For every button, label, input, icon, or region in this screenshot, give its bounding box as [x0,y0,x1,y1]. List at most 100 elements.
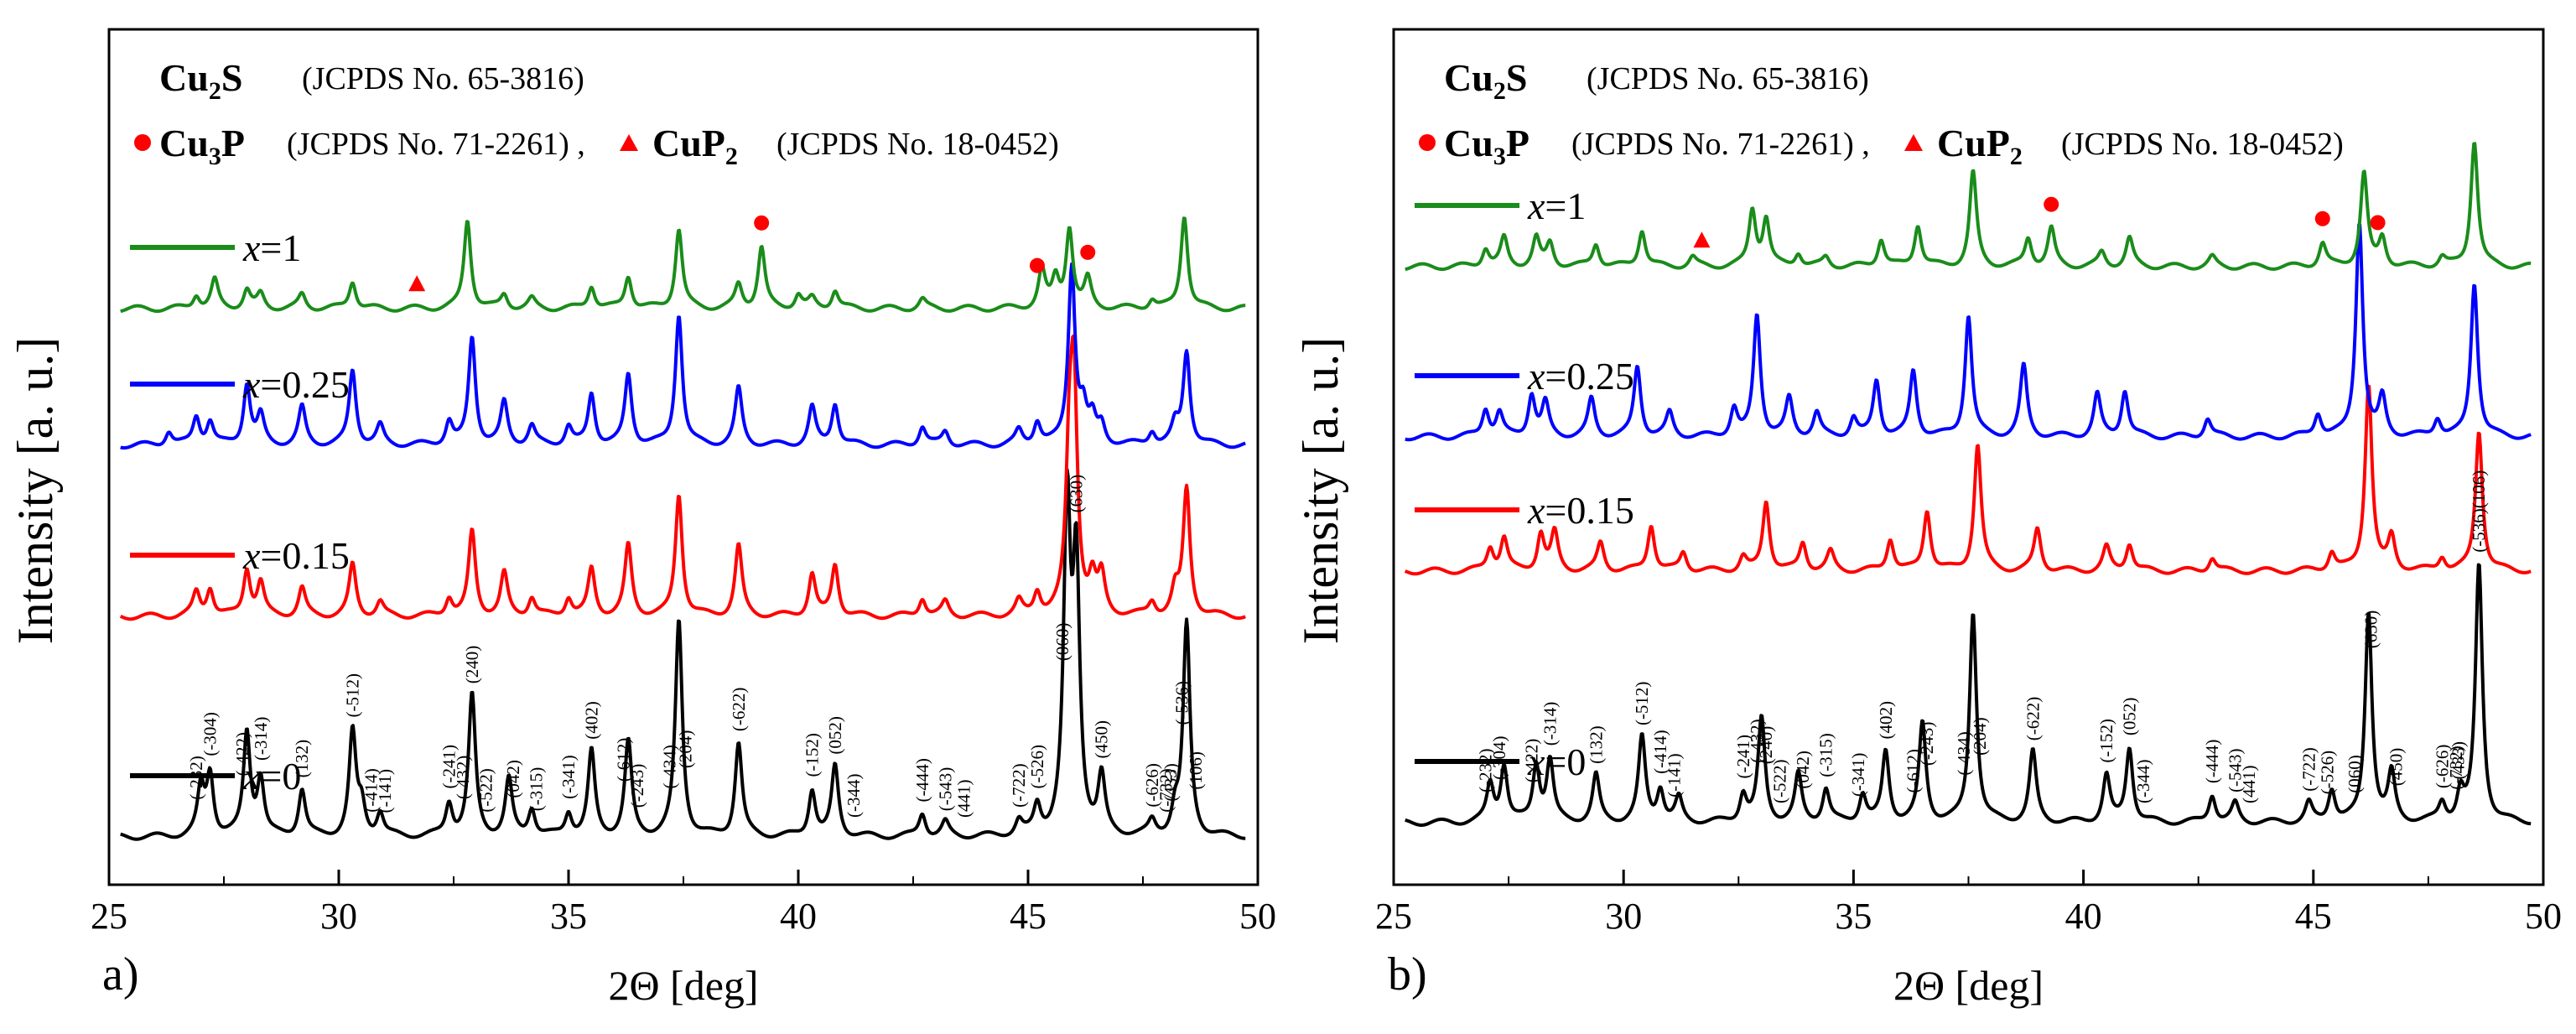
x-tick-label: 35 [550,896,587,937]
peak-label: (-522) [475,768,496,812]
peak-label: (-314) [1540,702,1560,746]
peak-label: (-722) [1009,763,1029,807]
peak-label: (-612) [1903,749,1924,792]
cu3p-peak-marker [2044,196,2059,212]
cu3p-title: Cu3P [159,122,245,170]
peak-label: (-612) [614,738,634,782]
cup2-peak-marker [408,275,426,292]
series-x-1-line [1404,142,2532,272]
peak-label: (-432) [453,756,473,799]
peak-label: (-432) [1747,719,1767,762]
peak-label: (060) [1052,623,1072,662]
peak-label: (-341) [1848,753,1868,797]
peak-label: (-444) [2202,740,2222,783]
peak-label: (-141) [375,769,395,813]
peak-label: (-626) [1142,763,1162,807]
cu3p-title: Cu3P [1444,122,1530,170]
series-x-1-line [119,216,1247,314]
y-axis-label: Intensity [a. u.] [1293,337,1348,645]
legend-label: x=1 [242,226,301,269]
peak-label: (106) [1186,751,1206,790]
peak-label: (-341) [558,755,579,798]
peak-label: (-344) [844,774,864,818]
x-tick-label: 50 [2525,896,2562,937]
cup2-ref: (JCPDS No. 18-0452) [2061,127,2344,162]
peak-label: (-141) [1665,753,1685,797]
peak-label: (-304) [1489,735,1509,779]
peak-label: (-232) [1476,748,1496,792]
cu3p-legend-marker [1419,134,1436,151]
peak-label: (-422) [1522,739,1542,782]
legend-label: x=0.15 [242,534,350,577]
cu3p-peak-marker [1029,257,1045,273]
cu3p-peak-marker [754,215,770,231]
peak-label: (-526) [2317,751,2337,794]
peak-label: (450) [1092,720,1112,759]
peak-label: (-414) [361,768,381,812]
peak-label: (-732) [2446,746,2466,789]
peak-label: (-444) [912,758,932,802]
cu3p-peak-marker [2314,210,2330,226]
cup2-title: CuP2 [1937,122,2023,170]
peak-label: (-243) [1917,722,1937,766]
peak-label: (-543) [935,767,955,811]
peak-label: (-622) [2023,697,2043,740]
series-x-0-25-line [119,262,1247,450]
series-x-0-15-line [119,334,1247,621]
series-x-0-15-line [1404,384,2532,576]
peak-label: (240) [462,646,482,684]
cu3p-peak-marker [2370,215,2386,231]
peak-label: (-152) [802,733,822,777]
peak-label: (042) [1793,751,1813,789]
peak-label: (042) [503,760,523,798]
peak-label: (-315) [1815,733,1836,777]
peak-label: (-243) [627,764,647,808]
x-tick-label: 30 [320,896,357,937]
peak-label: (-536) [1172,681,1192,725]
cup2-legend-marker [620,134,638,151]
cup2-legend-marker [1904,134,1923,151]
x-tick-label: 25 [1375,896,1412,937]
panel-label: b) [1388,948,1427,1000]
peak-label: (-626) [2432,745,2452,788]
peak-label: (052) [2119,698,2139,736]
peak-label: (-414) [1650,730,1670,773]
legend-label: x=1 [1527,184,1586,227]
peak-label: (441) [953,780,974,818]
peak-label: (-622) [729,688,749,731]
cup2-peak-marker [1693,231,1711,248]
legend-label: x=0.25 [1527,355,1634,397]
series-x-0-line [119,468,1247,841]
peak-label: (052) [825,716,845,755]
series-x-0-25-line [1404,223,2532,442]
cu2s-title: Cu2S [159,56,242,105]
legend-label: x=0 [242,755,301,798]
peak-label: (-536)(106) [2469,470,2489,553]
peak-label: (204) [1970,717,1990,756]
series-x-0-line [1404,563,2532,827]
peak-label: (060) [2345,755,2365,793]
legend-label: x=0.25 [242,363,350,406]
peak-label: (-304) [200,712,221,756]
peak-label: (-434) [1954,731,1974,775]
cup2-title: CuP2 [652,122,738,170]
peak-label: (-722) [2298,747,2319,791]
x-tick-label: 30 [1605,896,1642,937]
peak-label: (132) [292,740,312,778]
panel-a: 25 30 35 40 45 50 2Θ [deg] Intensity [a. u.] a) C… [8,28,1276,1009]
x-tick-label: 50 [1239,896,1276,937]
cu2s-title: Cu2S [1444,56,1527,105]
peak-label: (-232) [186,756,206,799]
x-axis-label: 2Θ [deg] [1893,962,2044,1009]
peak-label: (433) [1161,763,1181,802]
peak-label: (-314) [251,717,271,761]
peak-label: (-434) [660,745,680,788]
x-tick-label: 45 [2295,896,2332,937]
x-tick-label: 45 [1010,896,1046,937]
peak-label: (-422) [232,732,252,776]
x-tick-label: 40 [2065,896,2102,937]
peak-label: (240) [1756,726,1776,765]
legend-label: x=0 [1527,740,1586,783]
peak-label: (-543) [2225,748,2246,792]
